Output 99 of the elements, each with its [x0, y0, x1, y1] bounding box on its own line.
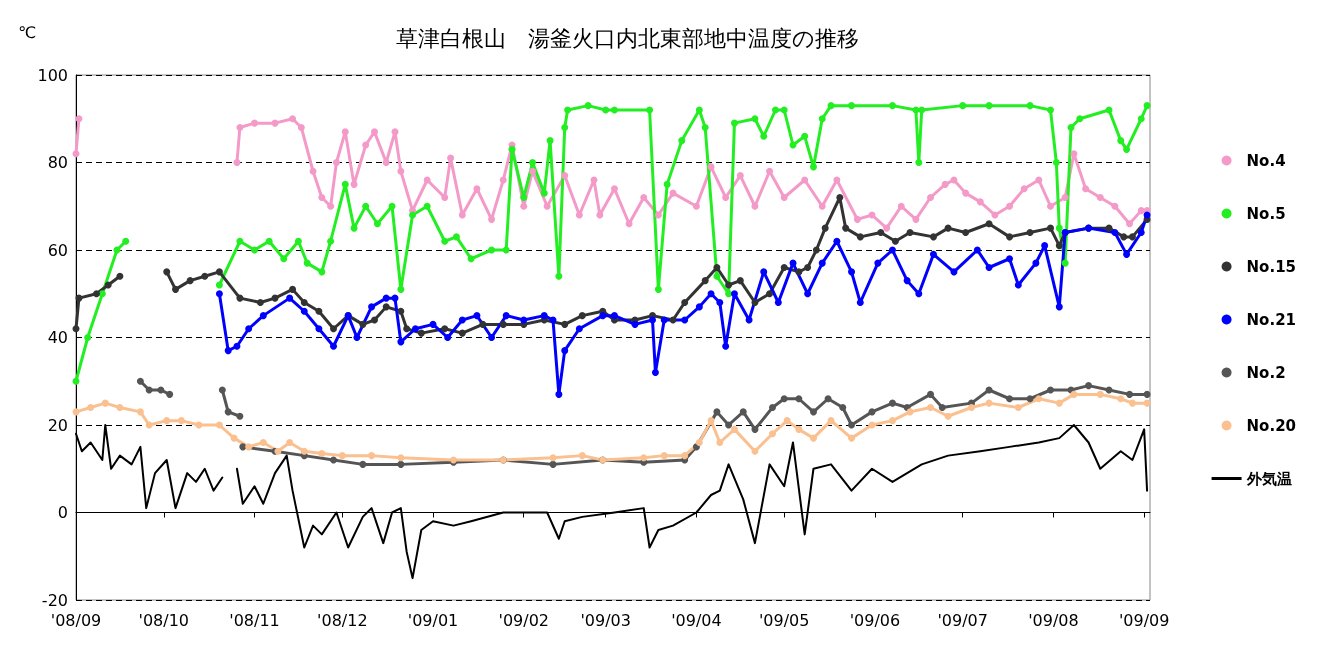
point	[695, 439, 703, 446]
y-tick-label: 80	[47, 153, 68, 172]
point	[300, 447, 308, 455]
point	[660, 452, 668, 460]
point	[967, 404, 975, 411]
point	[166, 390, 174, 398]
y-tick-label: 40	[47, 328, 68, 347]
x-tick-label: '09/08	[1028, 610, 1079, 630]
point	[1026, 395, 1034, 403]
x-tick-label: '09/06	[849, 610, 901, 630]
x-tick-label: '08/11	[229, 610, 280, 630]
point	[101, 399, 109, 407]
legend-label: 外気温	[1245, 469, 1292, 488]
point	[1117, 395, 1125, 403]
legend-label: No.2	[1246, 363, 1286, 382]
point	[716, 439, 724, 446]
x-tick-label: '08/12	[317, 610, 368, 630]
x-tick-label: '09/07	[937, 610, 988, 630]
point	[848, 421, 855, 429]
x-tick-label: '09/03	[580, 610, 631, 630]
x-tick-label: '09/01	[407, 610, 459, 630]
point	[681, 452, 689, 460]
x-tick-label: '08/09	[50, 610, 102, 630]
point	[1085, 382, 1093, 390]
point	[927, 404, 935, 411]
point	[751, 447, 759, 455]
point	[944, 412, 952, 420]
point	[795, 395, 803, 403]
point	[318, 449, 326, 457]
x-tick-label: '08/10	[138, 610, 190, 630]
point	[888, 399, 896, 407]
point	[1014, 404, 1022, 411]
point	[215, 421, 223, 429]
point	[116, 404, 124, 411]
point	[848, 434, 855, 442]
point	[338, 452, 346, 460]
y-tick-label: 20	[47, 415, 68, 435]
legend-label: No.20	[1246, 416, 1297, 435]
point	[780, 395, 788, 403]
point	[809, 408, 817, 416]
point	[330, 456, 338, 464]
point	[397, 460, 405, 468]
point	[827, 417, 835, 425]
x-tick-label: '09/04	[671, 610, 722, 630]
point	[1047, 386, 1054, 394]
point	[1055, 399, 1063, 407]
point	[549, 460, 557, 468]
point	[824, 395, 832, 403]
point	[1006, 395, 1014, 403]
point	[769, 430, 776, 438]
point	[1035, 395, 1043, 403]
point	[795, 425, 803, 433]
point	[1143, 390, 1151, 398]
y-tick-label: 100	[37, 65, 68, 85]
point	[1070, 390, 1078, 398]
point	[218, 386, 226, 394]
legend-label: No.15	[1246, 257, 1297, 276]
point	[739, 408, 747, 416]
legend-label: No.21	[1246, 310, 1297, 329]
point	[578, 452, 586, 460]
legend-label: No.5	[1246, 204, 1286, 223]
point	[938, 404, 946, 411]
x-tick-label: '09/09	[1118, 610, 1170, 630]
point	[368, 452, 376, 460]
point	[1128, 399, 1136, 407]
point	[751, 425, 759, 433]
point	[1126, 390, 1134, 398]
x-tick-label: '09/02	[498, 610, 549, 630]
point	[259, 439, 267, 446]
point	[809, 434, 817, 442]
point	[136, 377, 144, 385]
point	[397, 454, 405, 462]
point	[245, 443, 253, 451]
point	[236, 412, 244, 420]
point	[87, 404, 95, 411]
y-tick-label: -20	[41, 590, 68, 610]
y-tick-label: 60	[47, 240, 68, 260]
point	[730, 425, 738, 433]
point	[549, 454, 557, 462]
point	[927, 390, 935, 398]
point	[769, 404, 776, 411]
point	[177, 417, 185, 425]
point	[888, 417, 896, 425]
point	[1096, 390, 1104, 398]
point	[286, 439, 294, 446]
point	[359, 460, 367, 468]
chart-title: 草津白根山 湯釜火口内北東部地中温度の推移	[395, 25, 859, 51]
y-axis-title: ℃	[18, 22, 36, 42]
point	[713, 408, 721, 416]
point	[783, 417, 791, 425]
point	[725, 421, 733, 429]
point	[224, 408, 232, 416]
point	[640, 454, 648, 462]
point	[163, 417, 171, 425]
point	[839, 404, 847, 411]
y-tick-label: 0	[57, 503, 68, 522]
point	[136, 408, 144, 416]
x-tick-label: '09/05	[758, 610, 810, 630]
legend-label: No.4	[1246, 151, 1286, 170]
